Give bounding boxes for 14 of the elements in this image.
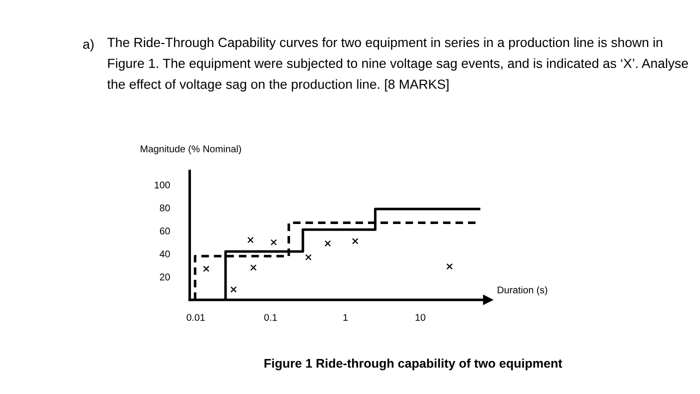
y-tick-label: 60 bbox=[160, 228, 170, 234]
x-tick-label: 10 bbox=[416, 314, 426, 321]
text: The Ride-Through Capability curves for two equipment in series in a production line is shown in Figure 1. The equipment were subjected to nine voltage sag events, and is indicated as ‘X’. Analyse the effect of voltage sag on the production line. [8 MARKS] bbox=[107, 37, 688, 92]
x-axis-title: Duration (s) bbox=[498, 286, 548, 296]
y-tick-label: 100 bbox=[154, 182, 170, 188]
x-tick-label: 0.01 bbox=[186, 314, 205, 321]
y-tick-label: 40 bbox=[160, 250, 170, 258]
text: Figure 1 Ride-through capability of two equipment bbox=[264, 358, 562, 370]
y-tick-label: 20 bbox=[160, 274, 170, 280]
x-tick-label: 0.1 bbox=[264, 314, 277, 321]
text: a) bbox=[83, 39, 94, 52]
y-axis-title: Magnitude (% Nominal) bbox=[140, 145, 241, 154]
x-tick-label: 1 bbox=[343, 314, 348, 321]
y-tick-label: 80 bbox=[160, 204, 170, 212]
